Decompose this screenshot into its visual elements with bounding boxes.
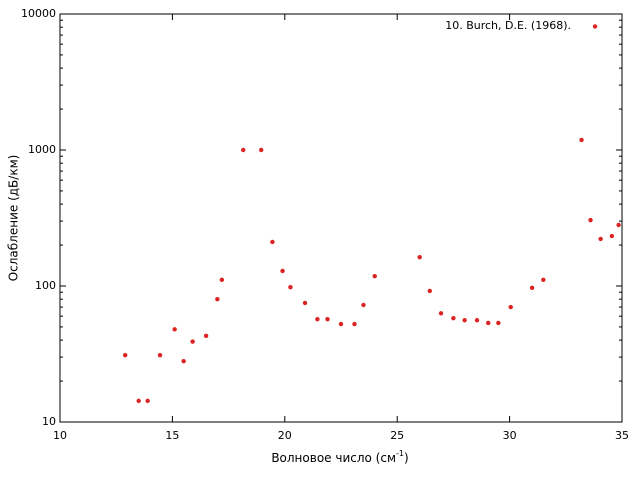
- point: [270, 239, 275, 245]
- point: [417, 254, 422, 260]
- point: [451, 315, 456, 321]
- annotation: 10. Burch, D.E. (1968).: [445, 19, 571, 32]
- point: [508, 304, 513, 310]
- point: [203, 333, 209, 339]
- point: [616, 222, 621, 228]
- y-tick-label: 100: [35, 279, 56, 292]
- y-tick-label: 10000: [21, 7, 56, 20]
- point: [462, 318, 467, 323]
- point: [486, 320, 491, 326]
- point: [361, 302, 366, 308]
- point: [145, 398, 150, 404]
- x-axis-label: Волновое число (см-1): [271, 449, 408, 465]
- point: [136, 398, 141, 404]
- point: [372, 274, 377, 279]
- point: [157, 352, 163, 358]
- y-tick-label: 1000: [28, 143, 56, 156]
- plot-frame: [59, 13, 623, 423]
- point: [427, 288, 432, 294]
- point: [315, 317, 320, 322]
- point: [598, 236, 603, 242]
- point: [258, 147, 264, 153]
- point: [609, 233, 615, 239]
- y-axis-label: Ослабление (дБ/км): [7, 155, 21, 282]
- x-tick-label: 30: [503, 429, 517, 442]
- x-tick-label: 10: [53, 429, 67, 442]
- x-tick-label: 15: [165, 429, 179, 442]
- x-tick-label: 25: [390, 429, 404, 442]
- x-label-sup: -1: [396, 449, 404, 458]
- point: [352, 321, 357, 327]
- point: [588, 217, 593, 223]
- y-tick-label: 10: [42, 415, 56, 428]
- point: [288, 284, 293, 290]
- point: [122, 352, 128, 358]
- point: [190, 339, 195, 344]
- point: [181, 358, 186, 364]
- point: [579, 137, 584, 143]
- point: [215, 296, 220, 302]
- point: [172, 327, 177, 332]
- point: [474, 318, 480, 323]
- x-tick-label: 20: [278, 429, 292, 442]
- point: [219, 277, 225, 283]
- x-label-text: Волновое число (см: [271, 451, 396, 465]
- point: [338, 321, 344, 327]
- point: [541, 277, 546, 283]
- point: [529, 285, 535, 290]
- x-tick-label: 35: [615, 429, 629, 442]
- point: [302, 300, 308, 306]
- point: [438, 311, 444, 316]
- point: [241, 147, 246, 153]
- point: [496, 320, 501, 326]
- point: [280, 268, 285, 274]
- point: [325, 317, 330, 322]
- point: [592, 24, 598, 29]
- x-label-end: ): [404, 451, 409, 465]
